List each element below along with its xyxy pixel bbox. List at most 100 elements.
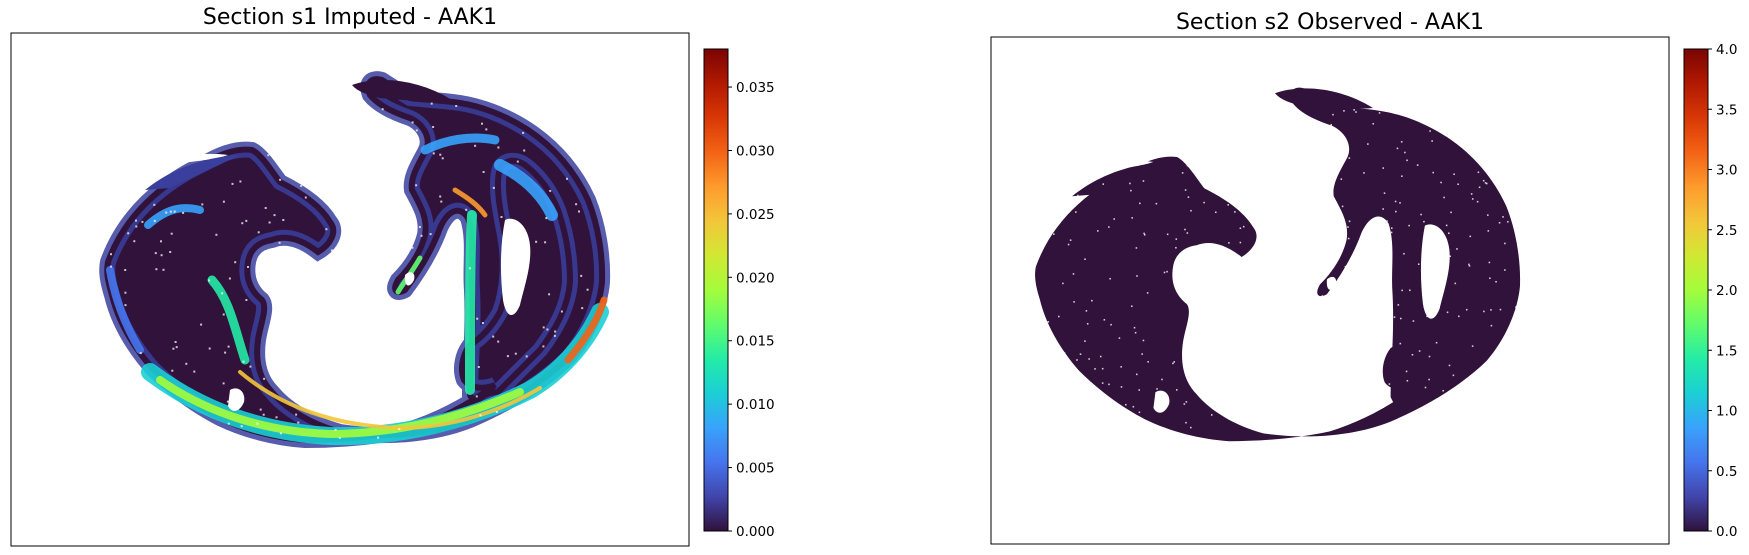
speckle — [1080, 168, 1083, 170]
speckle — [368, 279, 371, 282]
speckle — [1113, 218, 1116, 220]
speckle — [1184, 434, 1187, 437]
speckle — [1205, 250, 1208, 253]
speckle — [1265, 292, 1268, 295]
speckle — [215, 233, 218, 236]
speckle — [344, 241, 347, 243]
speckle — [245, 219, 248, 222]
speckle — [1185, 401, 1188, 403]
speckle — [1227, 204, 1229, 206]
speckle — [113, 222, 116, 225]
speckle — [364, 181, 367, 184]
speckle — [1432, 171, 1435, 174]
speckle — [1502, 412, 1504, 414]
speckle — [1349, 409, 1352, 411]
speckle — [173, 210, 176, 213]
speckle — [1256, 200, 1259, 202]
speckle — [1281, 402, 1284, 404]
speckle — [530, 429, 533, 432]
speckle — [1312, 219, 1315, 221]
expression-band — [564, 296, 608, 364]
speckle — [141, 220, 144, 223]
speckle — [1136, 275, 1138, 277]
speckle — [338, 436, 341, 439]
axes-frame-s2 — [990, 36, 1670, 545]
speckle — [497, 146, 500, 149]
speckle — [1482, 179, 1485, 182]
speckle — [1231, 340, 1234, 342]
speckle — [566, 177, 568, 180]
speckle — [373, 382, 376, 385]
speckle — [1318, 390, 1320, 393]
speckle — [149, 414, 151, 417]
speckle — [152, 171, 155, 174]
speckle — [268, 221, 271, 224]
speckle — [1426, 315, 1428, 318]
speckle — [1096, 230, 1099, 232]
speckle — [320, 338, 323, 341]
speckle — [374, 408, 377, 411]
colorbar-tick-label-s2: 1.0 — [1716, 404, 1737, 420]
speckle — [465, 208, 468, 211]
speckle — [139, 352, 142, 355]
speckle — [1453, 173, 1455, 176]
speckle — [1071, 190, 1074, 193]
speckle — [1130, 438, 1133, 440]
speckle — [153, 219, 156, 222]
speckle — [170, 232, 173, 235]
speckle — [1331, 405, 1333, 408]
speckle — [1294, 310, 1296, 313]
speckle — [1267, 236, 1269, 238]
speckle — [1298, 201, 1301, 204]
speckle — [1234, 167, 1237, 169]
speckle — [1238, 417, 1240, 419]
speckle — [1255, 210, 1257, 213]
tissue-void — [1086, 160, 1154, 172]
speckle — [1308, 205, 1310, 208]
speckle — [1143, 232, 1145, 235]
speckle — [1180, 142, 1183, 145]
speckle — [1511, 211, 1514, 214]
speckle — [1365, 347, 1368, 349]
speckle — [1417, 263, 1420, 265]
speckle — [346, 205, 349, 207]
speckle — [331, 351, 334, 354]
speckle — [1493, 419, 1496, 422]
speckle — [1396, 147, 1399, 150]
speckle — [1476, 387, 1478, 390]
speckle — [378, 212, 381, 215]
speckle — [1330, 440, 1333, 443]
speckle — [456, 337, 459, 340]
speckle — [335, 394, 338, 397]
speckle — [1120, 366, 1122, 368]
speckle — [1128, 433, 1130, 435]
speckle — [1192, 247, 1195, 250]
tissue-section-s1 — [99, 71, 611, 449]
speckle — [1494, 117, 1497, 120]
speckle — [1484, 182, 1487, 184]
speckle — [1123, 121, 1125, 124]
speckle — [1070, 173, 1073, 175]
speckle — [397, 324, 400, 327]
speckle — [544, 241, 547, 244]
speckle — [169, 251, 172, 253]
speckle — [1175, 137, 1178, 140]
speckle — [150, 107, 153, 110]
speckle — [1485, 182, 1488, 185]
speckle — [1073, 301, 1075, 303]
speckle — [395, 362, 398, 365]
speckle — [1138, 389, 1141, 391]
speckle — [1334, 324, 1336, 326]
speckle — [264, 207, 267, 209]
speckle — [401, 148, 404, 151]
speckle — [495, 411, 498, 413]
speckle — [241, 222, 244, 225]
speckle — [1156, 388, 1158, 390]
speckle — [1329, 182, 1332, 184]
speckle — [279, 178, 282, 181]
speckle — [1327, 134, 1330, 137]
speckle — [1057, 315, 1060, 318]
speckle — [1185, 284, 1187, 287]
expression-band — [465, 210, 477, 395]
speckle — [1187, 141, 1190, 143]
